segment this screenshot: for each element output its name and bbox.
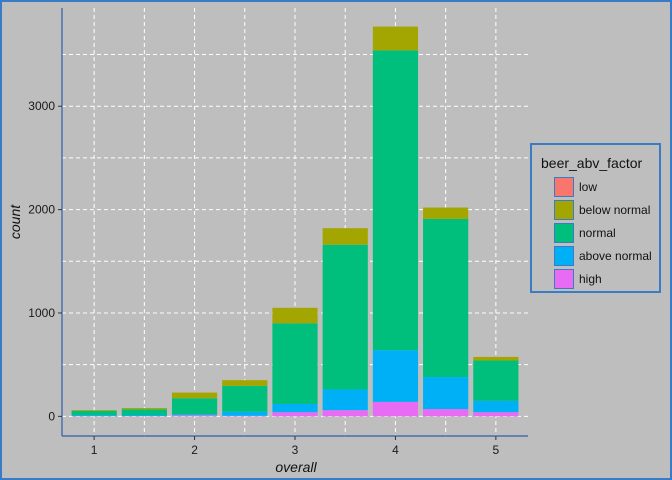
bar-above-normal-4 [372,350,419,402]
legend-label-normal: normal [579,226,616,240]
bar-below-normal-4 [372,26,419,51]
legend-key-high [554,269,574,289]
legend-key-below-normal [554,200,574,220]
bar-below-normal-2 [171,392,218,399]
bar-above-normal-3 [272,403,318,413]
y-tick-label: 1000 [28,306,55,320]
bar-high-4.5 [423,409,469,417]
bar-normal-3 [272,323,318,404]
bar-below-normal-1 [71,410,117,411]
axes [58,8,528,440]
y-tick-label: 0 [48,409,55,423]
bar-above-normal-1 [71,415,117,417]
legend-key-normal [554,223,574,243]
bar-above-normal-3.5 [322,389,368,411]
bar-below-normal-2.5 [222,380,268,386]
bar-below-normal-5 [473,356,519,361]
bar-normal-3.5 [322,244,368,390]
bar-high-3.5 [322,410,368,417]
bar-normal-4 [372,50,419,351]
x-tick-label: 2 [191,443,198,457]
x-tick-label: 3 [292,443,299,457]
y-tick-label: 3000 [28,99,55,113]
bar-high-2.5 [222,415,268,417]
legend-key-above-normal [554,246,574,266]
bar-normal-1.5 [121,409,167,416]
legend-key-low [554,177,574,197]
bar-high-2 [171,415,218,417]
bar-high-5 [473,412,519,417]
x-tick-label: 1 [91,443,98,457]
bar-normal-1 [71,410,117,416]
bar-normal-4.5 [423,218,469,378]
y-axis-title: count [7,204,23,239]
legend-label-high: high [579,272,602,286]
bar-normal-2 [171,398,218,415]
x-axis-title: overall [275,459,317,475]
bar-above-normal-2.5 [222,411,268,416]
y-tick-label: 2000 [28,203,55,217]
legend-label-below-normal: below normal [579,203,651,217]
legend-label-above-normal: above normal [579,249,652,263]
bars [71,26,519,417]
bar-above-normal-1.5 [121,415,167,417]
bar-normal-2.5 [222,385,268,412]
bar-below-normal-3.5 [322,228,368,245]
x-tick-label: 4 [392,443,399,457]
bar-above-normal-2 [171,414,218,416]
bar-below-normal-4.5 [423,207,469,219]
bar-high-4 [372,401,419,417]
bar-below-normal-1.5 [121,408,167,410]
x-tick-label: 5 [493,443,500,457]
legend-label-low: low [579,180,598,194]
legend-title: beer_abv_factor [541,155,643,171]
bar-below-normal-3 [272,307,318,324]
tick-labels: 0 1000 2000 3000 1 2 3 4 5 [28,99,499,457]
bar-above-normal-4.5 [423,377,469,410]
bar-above-normal-5 [473,400,519,413]
legend: beer_abv_factor low below normal normal … [530,143,661,293]
bar-normal-5 [473,360,519,401]
bar-high-3 [272,412,318,417]
